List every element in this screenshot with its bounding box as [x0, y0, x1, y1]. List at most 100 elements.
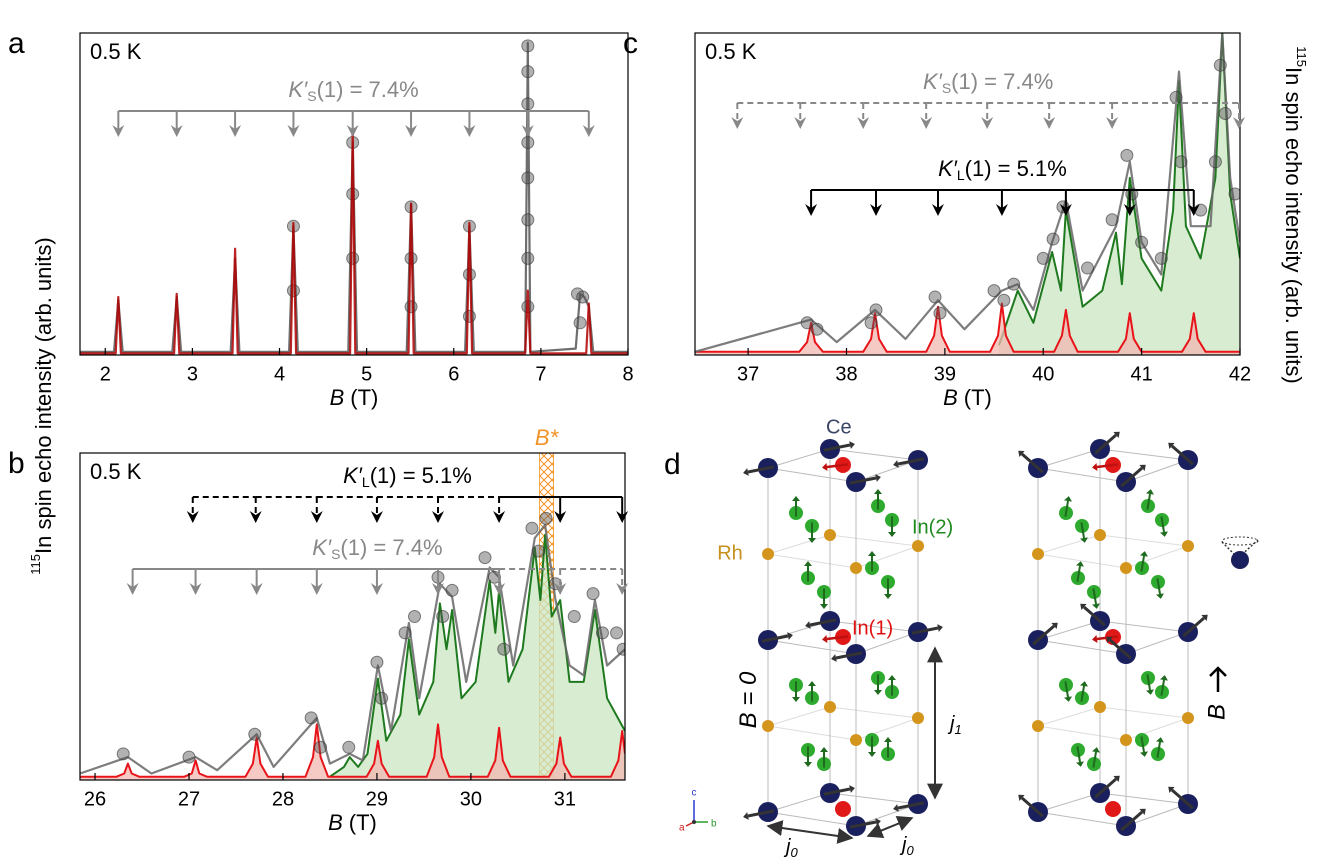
- data-point: [616, 642, 625, 656]
- spin-head: [1146, 489, 1154, 495]
- comb-arrow-head: [616, 583, 629, 595]
- y-axis-text: In spin echo intensity (arb. units): [31, 237, 56, 554]
- data-point: [370, 655, 384, 669]
- y-axis-sup: 115: [1294, 46, 1309, 67]
- data-point: [478, 551, 492, 565]
- spin-head: [1156, 737, 1164, 743]
- data-point: [436, 610, 450, 623]
- x-tick-label: 5: [361, 363, 372, 385]
- y-axis-text: In spin echo intensity (arb. units): [1281, 67, 1306, 384]
- comb-sub: S: [331, 546, 340, 562]
- spin-head: [1139, 808, 1146, 816]
- line: [80, 723, 625, 778]
- comb-arrow-head: [857, 117, 870, 129]
- spin: [823, 787, 851, 796]
- spin-head: [874, 690, 882, 695]
- spin-head: [888, 532, 896, 537]
- coupling-sub: 1: [954, 722, 961, 737]
- comb-arrow-head: [920, 117, 933, 129]
- crystal-diagram: d Ce Rh In(2) In(1) B = 0 B j1 j0 j0 c a…: [664, 416, 1259, 860]
- data-point: [1208, 155, 1222, 169]
- data-point: [342, 740, 356, 754]
- spin: [1076, 565, 1081, 582]
- data-point: [933, 306, 947, 320]
- spin-head: [1064, 696, 1072, 702]
- comb-arrow-head: [1123, 204, 1136, 216]
- data-point: [586, 587, 600, 601]
- rh-atom: [1120, 734, 1132, 746]
- comb-symbol: K′: [938, 156, 958, 181]
- comb-sub: L: [957, 167, 965, 183]
- spin: [897, 801, 925, 810]
- spin-head: [743, 468, 749, 476]
- spin: [1140, 736, 1145, 753]
- comb-arrow-head: [493, 583, 506, 595]
- rh-atom: [1094, 701, 1106, 713]
- data-point: [1120, 148, 1134, 162]
- comb-label: K′S(1) = 7.4%: [923, 69, 1053, 96]
- rh-atom: [1032, 548, 1044, 560]
- spin-head: [1201, 614, 1208, 622]
- comb-arrow-head: [310, 511, 323, 523]
- rh-atom: [762, 548, 774, 560]
- x-tick-label: 4: [274, 363, 285, 385]
- comb-arrow-head: [554, 511, 567, 523]
- data-point: [869, 303, 883, 317]
- spin: [1094, 777, 1117, 799]
- rh-atom: [824, 529, 836, 541]
- comb-label: K′L(1) = 5.1%: [343, 463, 472, 490]
- comb-arrow-head: [463, 125, 476, 137]
- rh-atom: [824, 701, 836, 713]
- data-point: [1007, 277, 1021, 291]
- spin: [1171, 444, 1194, 466]
- comb-arrow-head: [346, 125, 359, 137]
- comb-arrow-head: [981, 117, 994, 129]
- coupling-sub: 0: [906, 843, 914, 858]
- atom-label: Ce: [826, 416, 852, 438]
- spin-cone: [1221, 536, 1259, 546]
- spin: [849, 476, 877, 485]
- data-point: [116, 747, 130, 761]
- spin-head: [822, 463, 828, 471]
- data-point: [445, 583, 459, 597]
- comb-arrow-head: [870, 204, 883, 216]
- comb-arrow-head: [112, 125, 125, 137]
- x-tick-label: 29: [366, 788, 388, 810]
- data-point: [1218, 107, 1232, 120]
- data-point: [1174, 155, 1188, 169]
- coupling-label: j0: [899, 834, 914, 858]
- spin: [1146, 674, 1151, 691]
- rh-atom: [1094, 529, 1106, 541]
- spin-head: [804, 561, 812, 566]
- data-point: [997, 293, 1011, 307]
- comb-arrow-head: [229, 125, 242, 137]
- ce-atom-icon: [1231, 551, 1249, 569]
- spin-head: [743, 812, 749, 820]
- spin-head: [875, 474, 881, 482]
- spin: [1064, 681, 1069, 698]
- unit-cell: [1018, 431, 1208, 836]
- data-point: [182, 750, 196, 764]
- spin-head: [822, 635, 828, 643]
- x-tick-label: 38: [835, 363, 857, 385]
- spin: [1083, 605, 1106, 627]
- x-tick-label: 26: [84, 788, 106, 810]
- atom-label: In(2): [912, 516, 953, 538]
- plot-area: [80, 39, 628, 355]
- spin: [1182, 616, 1205, 638]
- area: [695, 303, 1240, 355]
- panel-label: c: [623, 27, 638, 60]
- spin-head: [1113, 431, 1120, 439]
- comb-arrow-head: [794, 117, 807, 129]
- spin: [1140, 555, 1145, 572]
- x-axis-label: B (T): [943, 385, 992, 410]
- spin-head: [1140, 551, 1148, 557]
- spin: [826, 463, 848, 469]
- spin: [1160, 679, 1165, 696]
- data-point: [1105, 213, 1119, 227]
- data-point: [521, 171, 535, 185]
- spin: [1094, 433, 1117, 455]
- spin-cone: [1221, 539, 1259, 560]
- x-axis-label: B (T): [330, 385, 379, 410]
